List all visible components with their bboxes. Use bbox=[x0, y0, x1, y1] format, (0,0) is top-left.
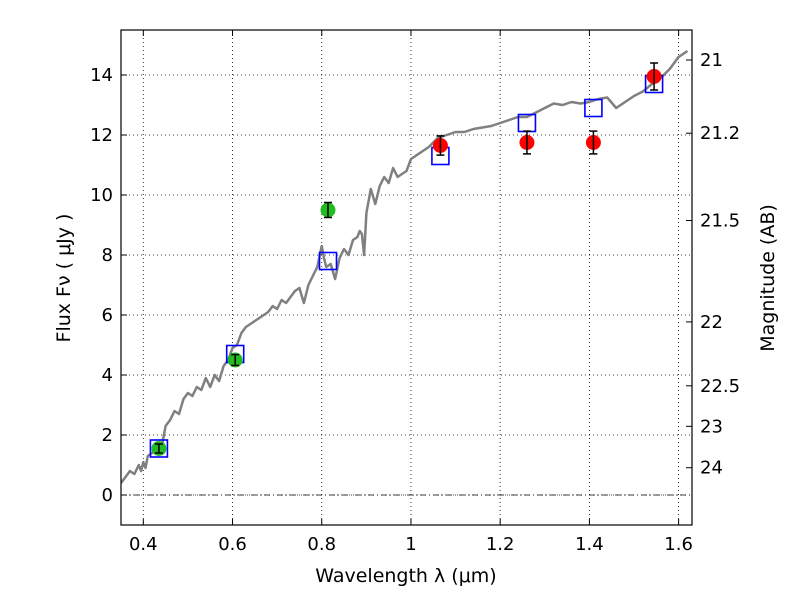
y-tick-label: 6 bbox=[102, 305, 113, 326]
x-axis-label: Wavelength λ (μm) bbox=[315, 565, 496, 587]
mag-tick-label: 24 bbox=[700, 458, 723, 479]
y-tick-label: 4 bbox=[102, 365, 113, 386]
mag-tick-label: 21 bbox=[700, 50, 723, 71]
y-tick-label: 8 bbox=[102, 245, 113, 266]
x-tick-label: 1.4 bbox=[575, 534, 604, 555]
x-tick-label: 0.4 bbox=[129, 534, 158, 555]
mag-tick-label: 22 bbox=[700, 312, 723, 333]
mag-tick-label: 21.5 bbox=[700, 211, 740, 232]
model-square-marker bbox=[318, 251, 338, 271]
y-axis-label: Flux Fν ( μJy ) bbox=[53, 214, 75, 343]
x-tick-label: 0.6 bbox=[218, 534, 247, 555]
model-square-marker bbox=[149, 439, 169, 458]
y2-axis-label: Magnitude (AB) bbox=[757, 204, 779, 352]
tick-labels: 0.4 0.6 0.8 1 1.2 1.4 1.6024681012142121.221.5… bbox=[90, 50, 740, 555]
y-tick-label: 14 bbox=[90, 65, 113, 86]
mag-tick-label: 22.5 bbox=[700, 376, 740, 397]
mag-tick-label: 21.2 bbox=[700, 123, 740, 144]
mag-tick-label: 23 bbox=[700, 416, 723, 437]
plot-frame bbox=[120, 29, 693, 526]
model-spectrum-layer bbox=[121, 49, 689, 484]
y-tick-label: 0 bbox=[102, 485, 113, 506]
tick-marks bbox=[121, 30, 692, 525]
x-tick-label: 0.8 bbox=[307, 534, 336, 555]
y-tick-label: 10 bbox=[90, 185, 113, 206]
model-square-marker bbox=[584, 98, 603, 118]
x-tick-label: 1.2 bbox=[486, 534, 515, 555]
data-points-layer bbox=[151, 62, 662, 456]
x-tick-label: 1.6 bbox=[664, 534, 693, 555]
y-tick-label: 2 bbox=[102, 425, 113, 446]
model-spectrum-line bbox=[121, 49, 689, 484]
y-tick-label: 12 bbox=[90, 125, 113, 146]
grid bbox=[121, 30, 692, 525]
x-tick-label: 1 bbox=[405, 534, 416, 555]
